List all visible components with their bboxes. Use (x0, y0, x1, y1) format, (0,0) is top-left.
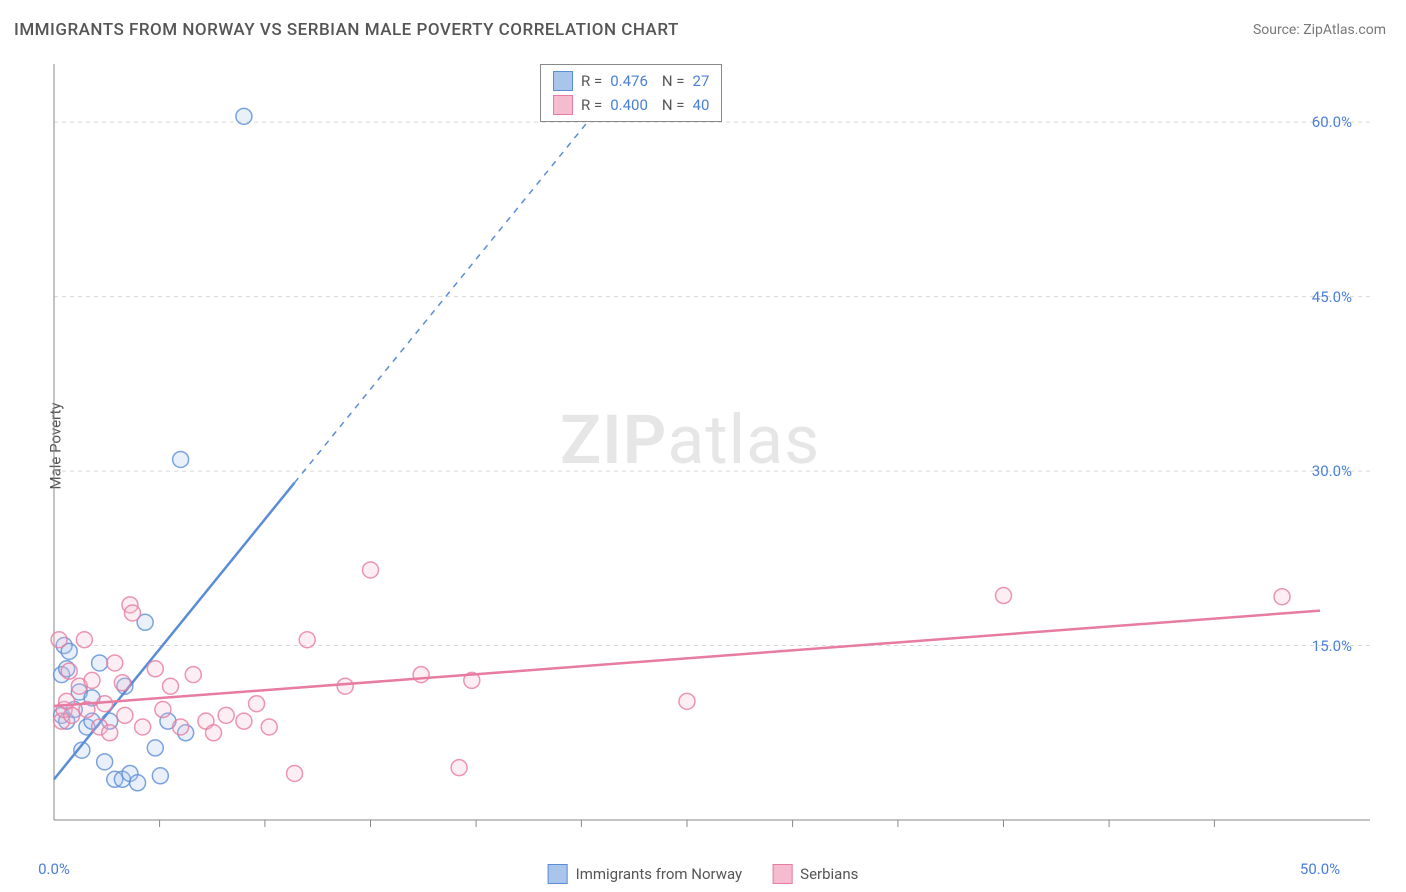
x-tick-label: 0.0% (38, 860, 70, 878)
swatch-serbians (553, 95, 573, 115)
chart-container: ZIPatlas R = 0.476 N = 27 R = 0.400 N = … (50, 60, 1370, 850)
n-label: N = (662, 96, 685, 114)
n-value-serbians: 40 (693, 96, 710, 114)
r-value-serbians: 0.400 (610, 96, 648, 114)
legend-row-norway: R = 0.476 N = 27 (553, 71, 709, 91)
n-label: N = (662, 72, 685, 90)
y-tick-label: 45.0% (1312, 288, 1352, 306)
legend-series: Immigrants from Norway Serbians (548, 864, 859, 884)
r-label: R = (581, 96, 602, 114)
y-tick-label: 60.0% (1312, 113, 1352, 131)
swatch-norway-icon (548, 864, 568, 884)
legend-label-serbians: Serbians (800, 865, 858, 883)
legend-item-norway: Immigrants from Norway (548, 864, 743, 884)
chart-title: IMMIGRANTS FROM NORWAY VS SERBIAN MALE P… (14, 20, 679, 40)
legend-row-serbians: R = 0.400 N = 40 (553, 95, 709, 115)
swatch-norway (553, 71, 573, 91)
swatch-serbians-icon (772, 864, 792, 884)
x-tick-label: 50.0% (1300, 860, 1340, 878)
legend-correlation: R = 0.476 N = 27 R = 0.400 N = 40 (540, 64, 722, 122)
source-label: Source: ZipAtlas.com (1253, 22, 1386, 38)
n-value-norway: 27 (693, 72, 710, 90)
scatter-chart (50, 60, 1370, 850)
r-value-norway: 0.476 (610, 72, 648, 90)
y-tick-label: 15.0% (1312, 637, 1352, 655)
legend-label-norway: Immigrants from Norway (576, 865, 743, 883)
legend-item-serbians: Serbians (772, 864, 858, 884)
r-label: R = (581, 72, 602, 90)
y-tick-label: 30.0% (1312, 462, 1352, 480)
